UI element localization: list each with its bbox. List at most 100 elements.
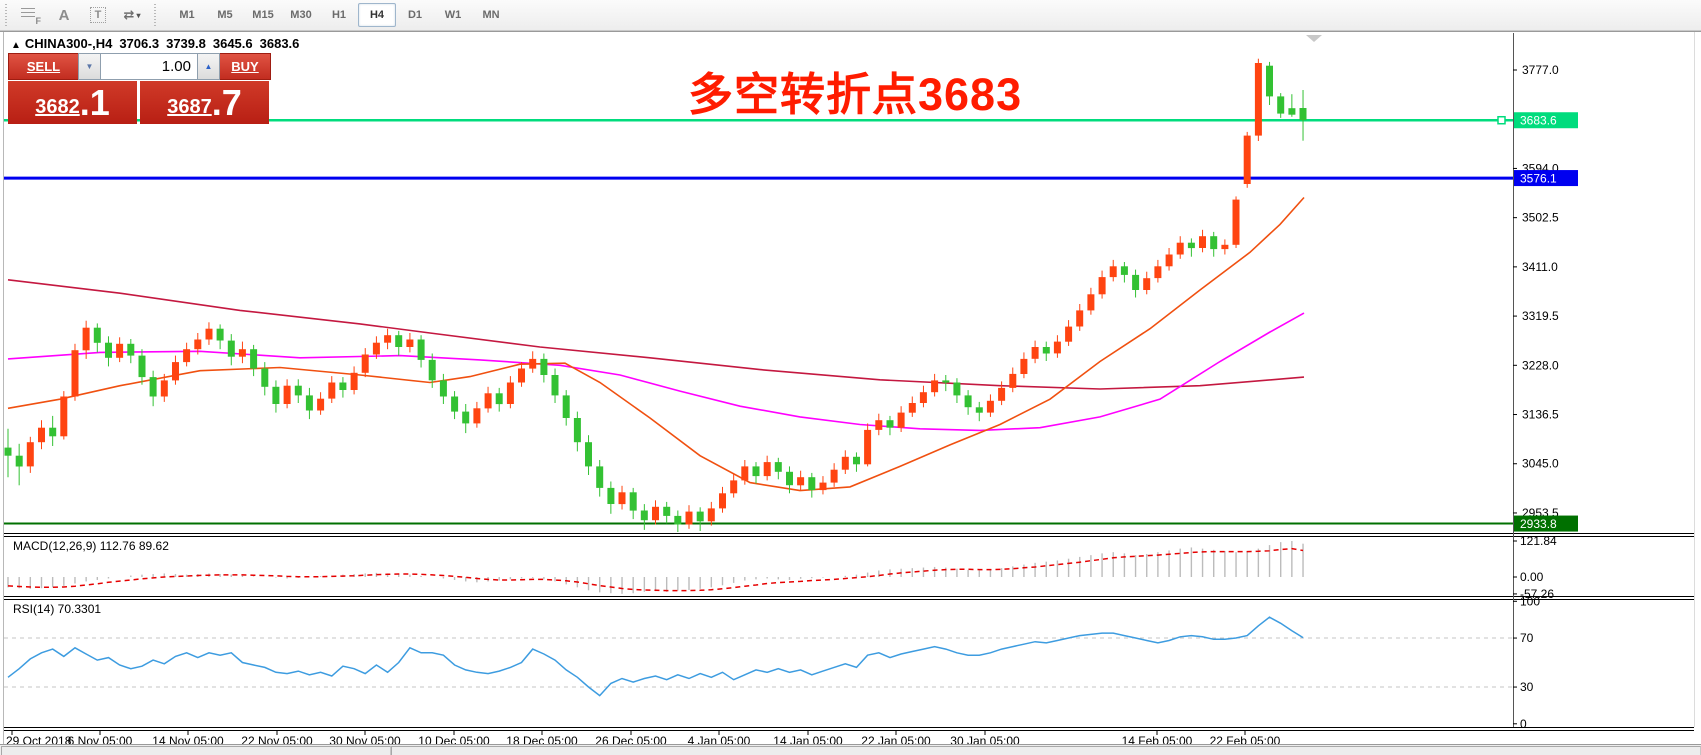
timeframe-button-d1[interactable]: D1 bbox=[407, 9, 423, 21]
level-line-handle[interactable] bbox=[1497, 115, 1506, 125]
rsi-axis-label: 100 bbox=[1520, 594, 1540, 608]
candle-body bbox=[707, 508, 715, 522]
candle-body bbox=[172, 362, 179, 381]
candle-body bbox=[238, 349, 246, 357]
candle-body bbox=[908, 403, 916, 413]
candle-body bbox=[540, 358, 548, 375]
rsi-line bbox=[7, 616, 1304, 697]
toolbar-grip[interactable] bbox=[4, 4, 9, 26]
candle-body bbox=[15, 455, 23, 467]
candle-body bbox=[1120, 266, 1128, 275]
timeframe-button-m5[interactable]: M5 bbox=[217, 9, 233, 21]
quote-symbol: CHINA300-,H4 bbox=[24, 36, 113, 51]
chart-shift-marker-icon[interactable] bbox=[1306, 35, 1322, 42]
one-click-trade-panel: SELL ▼ ▲ BUY 3682.1 3687.7 bbox=[8, 53, 271, 124]
candle-body bbox=[1288, 108, 1296, 115]
candle-body bbox=[1154, 266, 1162, 279]
candle-body bbox=[462, 411, 470, 424]
timeframe-button-m1[interactable]: M1 bbox=[179, 9, 195, 21]
candle-body bbox=[1176, 242, 1184, 255]
chart-text-annotation[interactable]: 多空转折点3683 bbox=[688, 69, 1023, 120]
time-axis-label: 30 Jan 05:00 bbox=[950, 734, 1020, 744]
time-axis-label: 10 Dec 05:00 bbox=[418, 734, 490, 744]
buy-price-box[interactable]: 3687.7 bbox=[140, 81, 269, 124]
quote-close: 3683.6 bbox=[259, 36, 300, 51]
arrows-icon: ⇄ bbox=[123, 7, 135, 23]
candle-body bbox=[216, 328, 224, 341]
candle-body bbox=[663, 506, 671, 516]
candle-body bbox=[339, 382, 347, 390]
candle-body bbox=[864, 429, 872, 465]
quote-high: 3739.8 bbox=[166, 36, 206, 51]
candle-body bbox=[473, 408, 481, 424]
price-axis-label: 3411.0 bbox=[1522, 260, 1558, 274]
rsi-axis-label: 30 bbox=[1520, 680, 1534, 694]
text-box-tool-button[interactable]: T bbox=[82, 2, 114, 28]
candle-body bbox=[652, 506, 659, 521]
dropdown-caret-icon[interactable]: ▾ bbox=[136, 10, 141, 20]
volume-input[interactable] bbox=[101, 53, 197, 80]
text-label-tool-button[interactable]: A bbox=[48, 2, 80, 28]
volume-increase-button[interactable]: ▲ bbox=[197, 53, 220, 80]
time-axis-label: 30 Nov 05:00 bbox=[329, 734, 401, 744]
sell-price-box[interactable]: 3682.1 bbox=[8, 81, 137, 124]
candle-body bbox=[1109, 266, 1117, 278]
candle-body bbox=[1020, 358, 1028, 374]
candle-body bbox=[406, 339, 414, 347]
chart-canvas[interactable]: 3777.03594.03502.53411.03319.53228.03136… bbox=[0, 31, 1701, 744]
buy-price-main: 3687 bbox=[167, 96, 212, 118]
timeframe-button-m15[interactable]: M15 bbox=[252, 9, 274, 21]
timeframe-button-m30[interactable]: M30 bbox=[290, 9, 312, 21]
ma-mid-line bbox=[7, 312, 1305, 432]
candle-body bbox=[529, 358, 537, 369]
candle-body bbox=[127, 343, 135, 356]
macd-axis-label: 121.84 bbox=[1520, 534, 1557, 548]
time-axis-label: 4 Jan 05:00 bbox=[688, 734, 751, 744]
candle-body bbox=[875, 420, 883, 430]
macd-axis-label: -57.26 bbox=[1520, 587, 1554, 601]
candle-body bbox=[82, 327, 90, 351]
candles-group bbox=[4, 58, 1307, 532]
price-axis-label: 3502.5 bbox=[1522, 211, 1559, 225]
candle-body bbox=[227, 340, 235, 357]
candle-body bbox=[1009, 373, 1017, 388]
candle-body bbox=[1087, 294, 1095, 311]
candle-body bbox=[841, 456, 849, 470]
price-tag-3683.6[interactable] bbox=[1514, 112, 1578, 129]
timeframe-button-h1[interactable]: H1 bbox=[331, 9, 347, 21]
candle-body bbox=[1210, 236, 1218, 250]
candle-body bbox=[38, 427, 45, 443]
candle-body bbox=[696, 511, 704, 522]
price-tag-3576.1[interactable] bbox=[1514, 170, 1578, 187]
candle-body bbox=[328, 382, 336, 399]
price-axis-label: 3045.0 bbox=[1522, 457, 1559, 471]
status-bar bbox=[0, 744, 1701, 755]
time-axis-label: 29 Oct 2018 bbox=[6, 734, 72, 744]
candle-body bbox=[1065, 326, 1073, 342]
timeframe-button-mn[interactable]: MN bbox=[482, 9, 500, 21]
candle-body bbox=[1098, 277, 1106, 295]
arrows-tool-button[interactable]: ⇄ ▾ bbox=[116, 2, 148, 28]
timeframe-button-w1[interactable]: W1 bbox=[444, 9, 462, 21]
candle-body bbox=[250, 349, 258, 369]
macd-signal-line bbox=[7, 547, 1304, 592]
volume-decrease-button[interactable]: ▼ bbox=[78, 53, 101, 80]
timeframe-button-h4[interactable]: H4 bbox=[358, 3, 396, 27]
quote-up-icon: ▲ bbox=[11, 40, 21, 51]
time-axis-label: 18 Dec 05:00 bbox=[506, 734, 578, 744]
candle-body bbox=[317, 398, 325, 411]
candle-body bbox=[685, 511, 693, 525]
price-tag-2933.8[interactable] bbox=[1514, 515, 1578, 532]
candle-body bbox=[1042, 347, 1050, 354]
toolbar-grip-2[interactable] bbox=[153, 4, 158, 26]
buy-price-pip: .7 bbox=[211, 82, 242, 123]
candle-body bbox=[975, 407, 983, 413]
candle-body bbox=[1076, 310, 1084, 327]
fibo-lines-tool-button[interactable]: F bbox=[14, 2, 46, 28]
buy-button[interactable]: BUY bbox=[220, 53, 271, 80]
time-axis-label: 6 Nov 05:00 bbox=[68, 734, 133, 744]
candle-body bbox=[428, 359, 436, 381]
candle-body bbox=[160, 380, 168, 397]
sell-button[interactable]: SELL bbox=[8, 53, 78, 80]
candle-body bbox=[60, 396, 68, 437]
